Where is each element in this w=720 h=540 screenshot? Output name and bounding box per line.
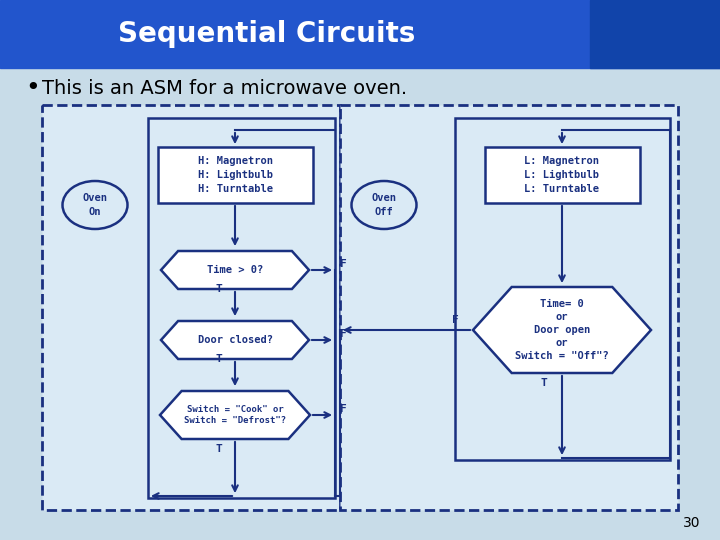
Ellipse shape xyxy=(63,181,127,229)
FancyBboxPatch shape xyxy=(42,105,340,510)
Text: This is an ASM for a microwave oven.: This is an ASM for a microwave oven. xyxy=(42,78,407,98)
Polygon shape xyxy=(473,287,651,373)
Ellipse shape xyxy=(351,181,416,229)
Text: Oven
Off: Oven Off xyxy=(372,193,397,217)
Text: T: T xyxy=(215,285,222,294)
Text: F: F xyxy=(451,315,459,325)
Bar xyxy=(590,0,720,68)
Text: H: Magnetron
H: Lightbulb
H: Turntable: H: Magnetron H: Lightbulb H: Turntable xyxy=(197,156,272,194)
Bar xyxy=(0,0,720,68)
Text: L: Magnetron
L: Lightbulb
L: Turntable: L: Magnetron L: Lightbulb L: Turntable xyxy=(524,156,600,194)
Polygon shape xyxy=(161,321,309,359)
Text: •: • xyxy=(25,76,40,100)
Text: T: T xyxy=(215,354,222,364)
FancyBboxPatch shape xyxy=(158,147,312,203)
Text: Time= 0
or
Door open
or
Switch = "Off"?: Time= 0 or Door open or Switch = "Off"? xyxy=(515,299,609,361)
Text: 30: 30 xyxy=(683,516,700,530)
Text: Switch = "Cook" or
Switch = "Defrost"?: Switch = "Cook" or Switch = "Defrost"? xyxy=(184,404,286,426)
Polygon shape xyxy=(160,391,310,439)
Text: F: F xyxy=(340,259,346,269)
Text: F: F xyxy=(340,329,346,339)
Text: T: T xyxy=(215,444,222,454)
Text: Sequential Circuits: Sequential Circuits xyxy=(118,20,415,48)
Polygon shape xyxy=(161,251,309,289)
Text: Time > 0?: Time > 0? xyxy=(207,265,263,275)
FancyBboxPatch shape xyxy=(485,147,639,203)
Text: T: T xyxy=(541,378,547,388)
FancyBboxPatch shape xyxy=(340,105,678,510)
Text: F: F xyxy=(340,404,346,414)
Text: Door closed?: Door closed? xyxy=(197,335,272,345)
Text: Oven
On: Oven On xyxy=(83,193,107,217)
